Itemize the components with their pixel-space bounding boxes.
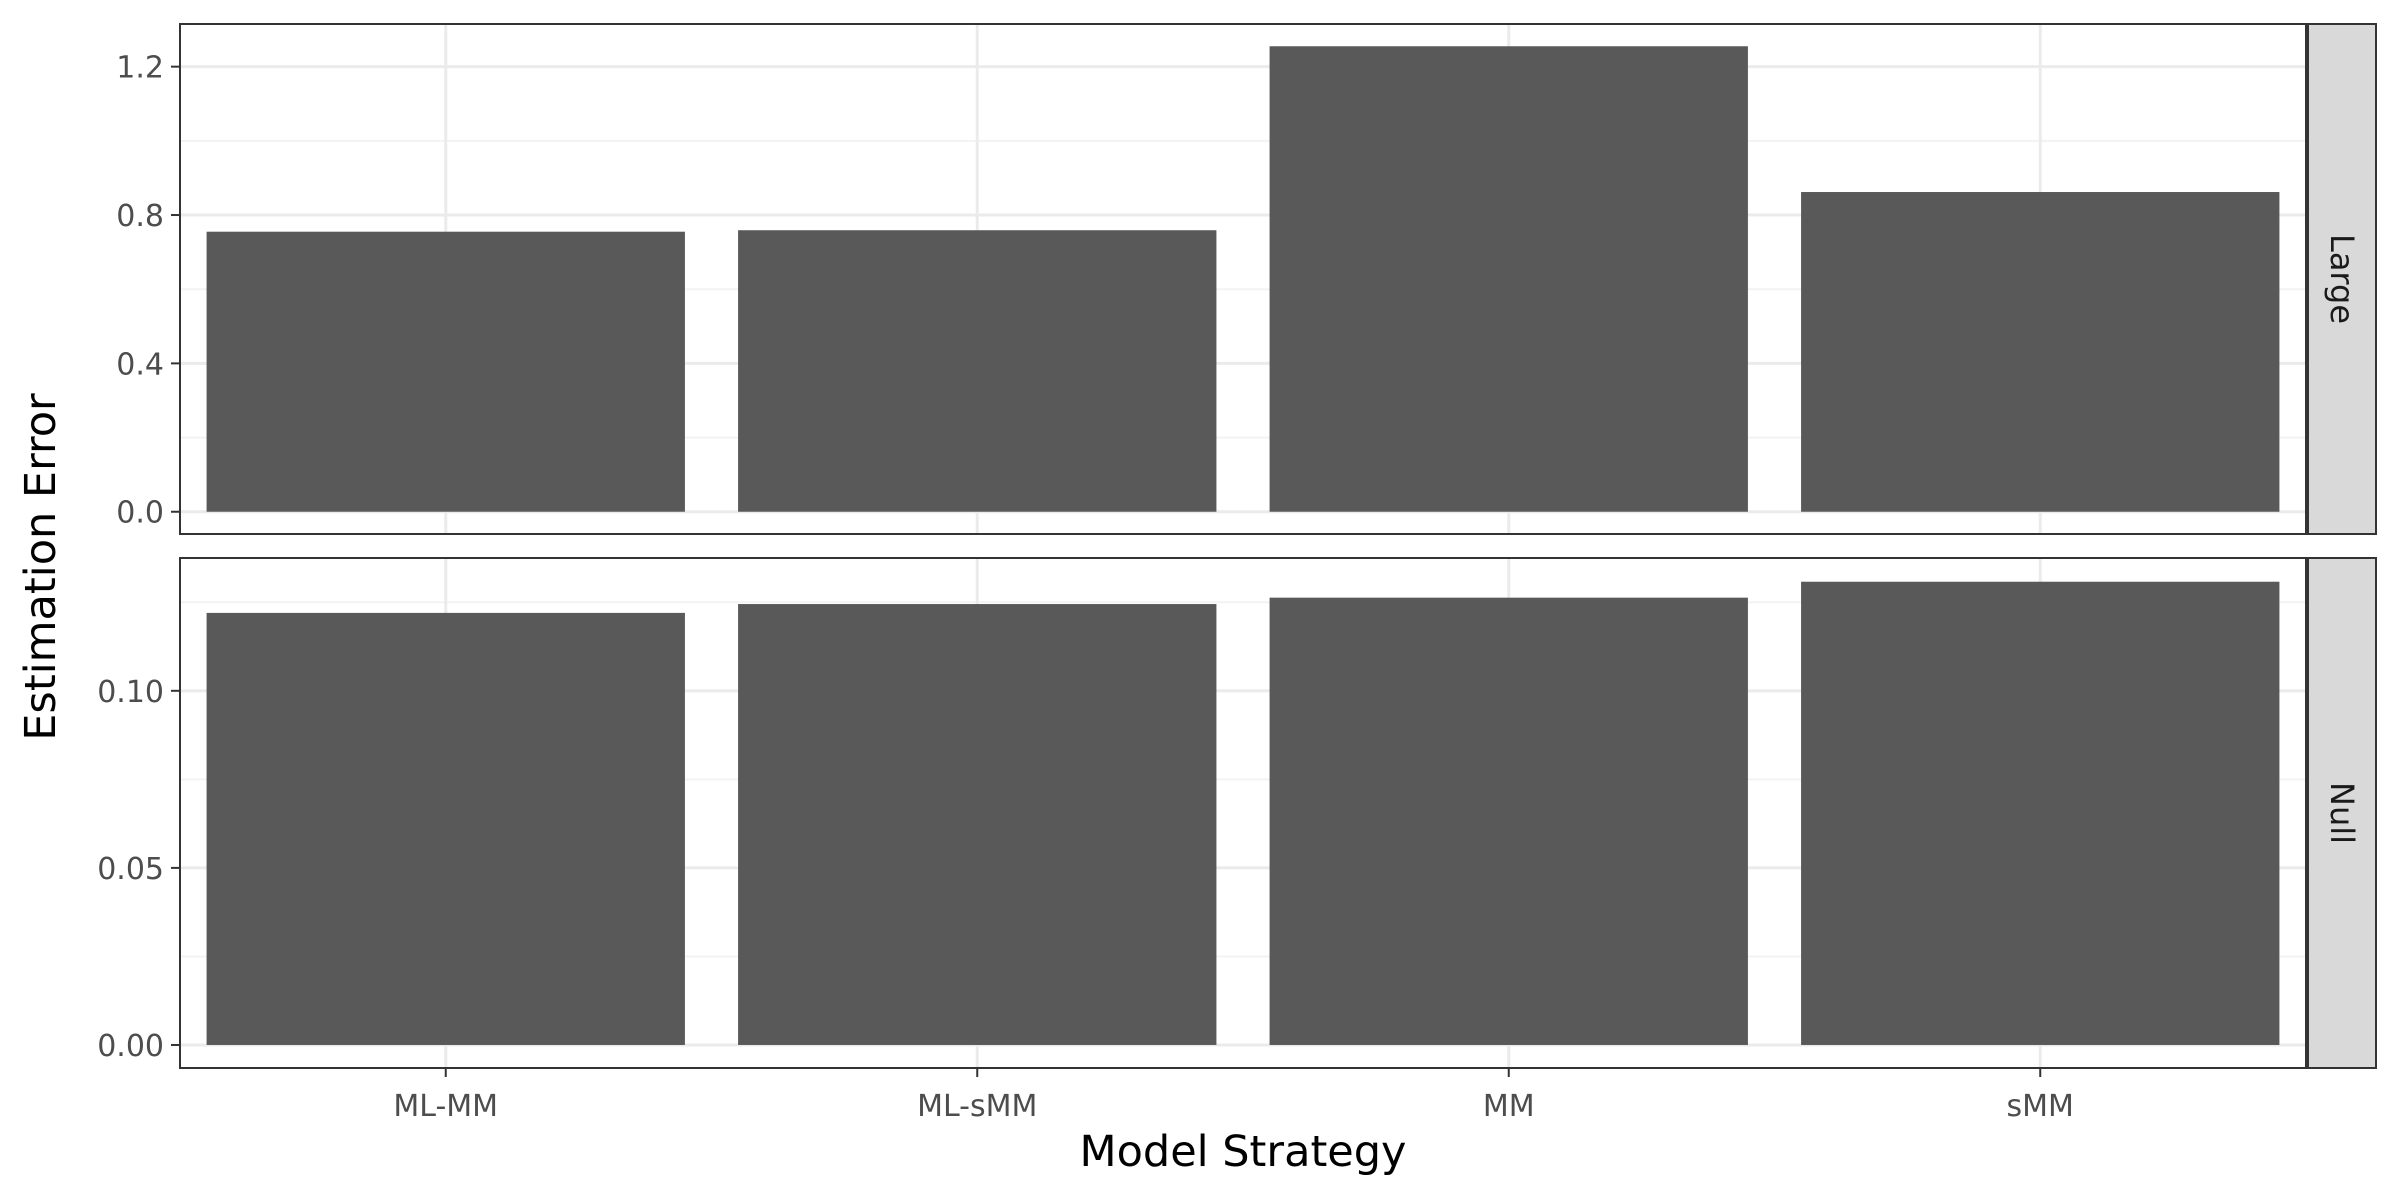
bar-null-smm (1801, 581, 2280, 1045)
bar-large-ml-smm (738, 230, 1217, 512)
panel-border (179, 557, 2307, 1069)
bar-null-ml-smm (738, 604, 1217, 1045)
x-axis: ML-MM ML-sMM MM sMM (393, 1068, 2074, 1124)
y-tick-label: 0.00 (97, 1029, 164, 1064)
y-tick-label: 0.0 (116, 496, 164, 531)
x-tick-label: sMM (2007, 1089, 2074, 1124)
y-tick-label: 0.05 (97, 852, 164, 887)
y-axis-title: Estimation Error (16, 393, 66, 741)
facet-strip (2307, 557, 2377, 1069)
bar-large-mm (1269, 46, 1748, 512)
bar-large-ml-mm (206, 231, 685, 512)
bar-large-smm (1801, 192, 2280, 512)
facet-strip (2307, 23, 2377, 535)
y-tick-label: 0.4 (116, 347, 164, 382)
bar-null-mm (1269, 597, 1748, 1045)
y-tick-label: 0.10 (97, 675, 164, 710)
facet-panel-null: 0.00 0.05 0.10 Null (97, 557, 2377, 1069)
x-tick-label: ML-MM (393, 1089, 498, 1124)
x-axis-title: Model Strategy (1079, 1127, 1406, 1177)
y-tick-label: 0.8 (116, 199, 164, 234)
facet-strip-label: Large (2323, 234, 2361, 324)
facet-strip-label: Null (2323, 782, 2361, 844)
x-tick-label: MM (1483, 1089, 1535, 1124)
facet-panels: 0.0 0.4 0.8 1.2 Large 0.00 0.05 0.10 Null (97, 23, 2377, 1069)
bar-null-ml-mm (206, 612, 685, 1045)
y-tick-label: 1.2 (116, 51, 164, 86)
facet-panel-large: 0.0 0.4 0.8 1.2 Large (116, 23, 2377, 535)
panel-border (179, 23, 2307, 535)
x-tick-label: ML-sMM (917, 1089, 1037, 1124)
